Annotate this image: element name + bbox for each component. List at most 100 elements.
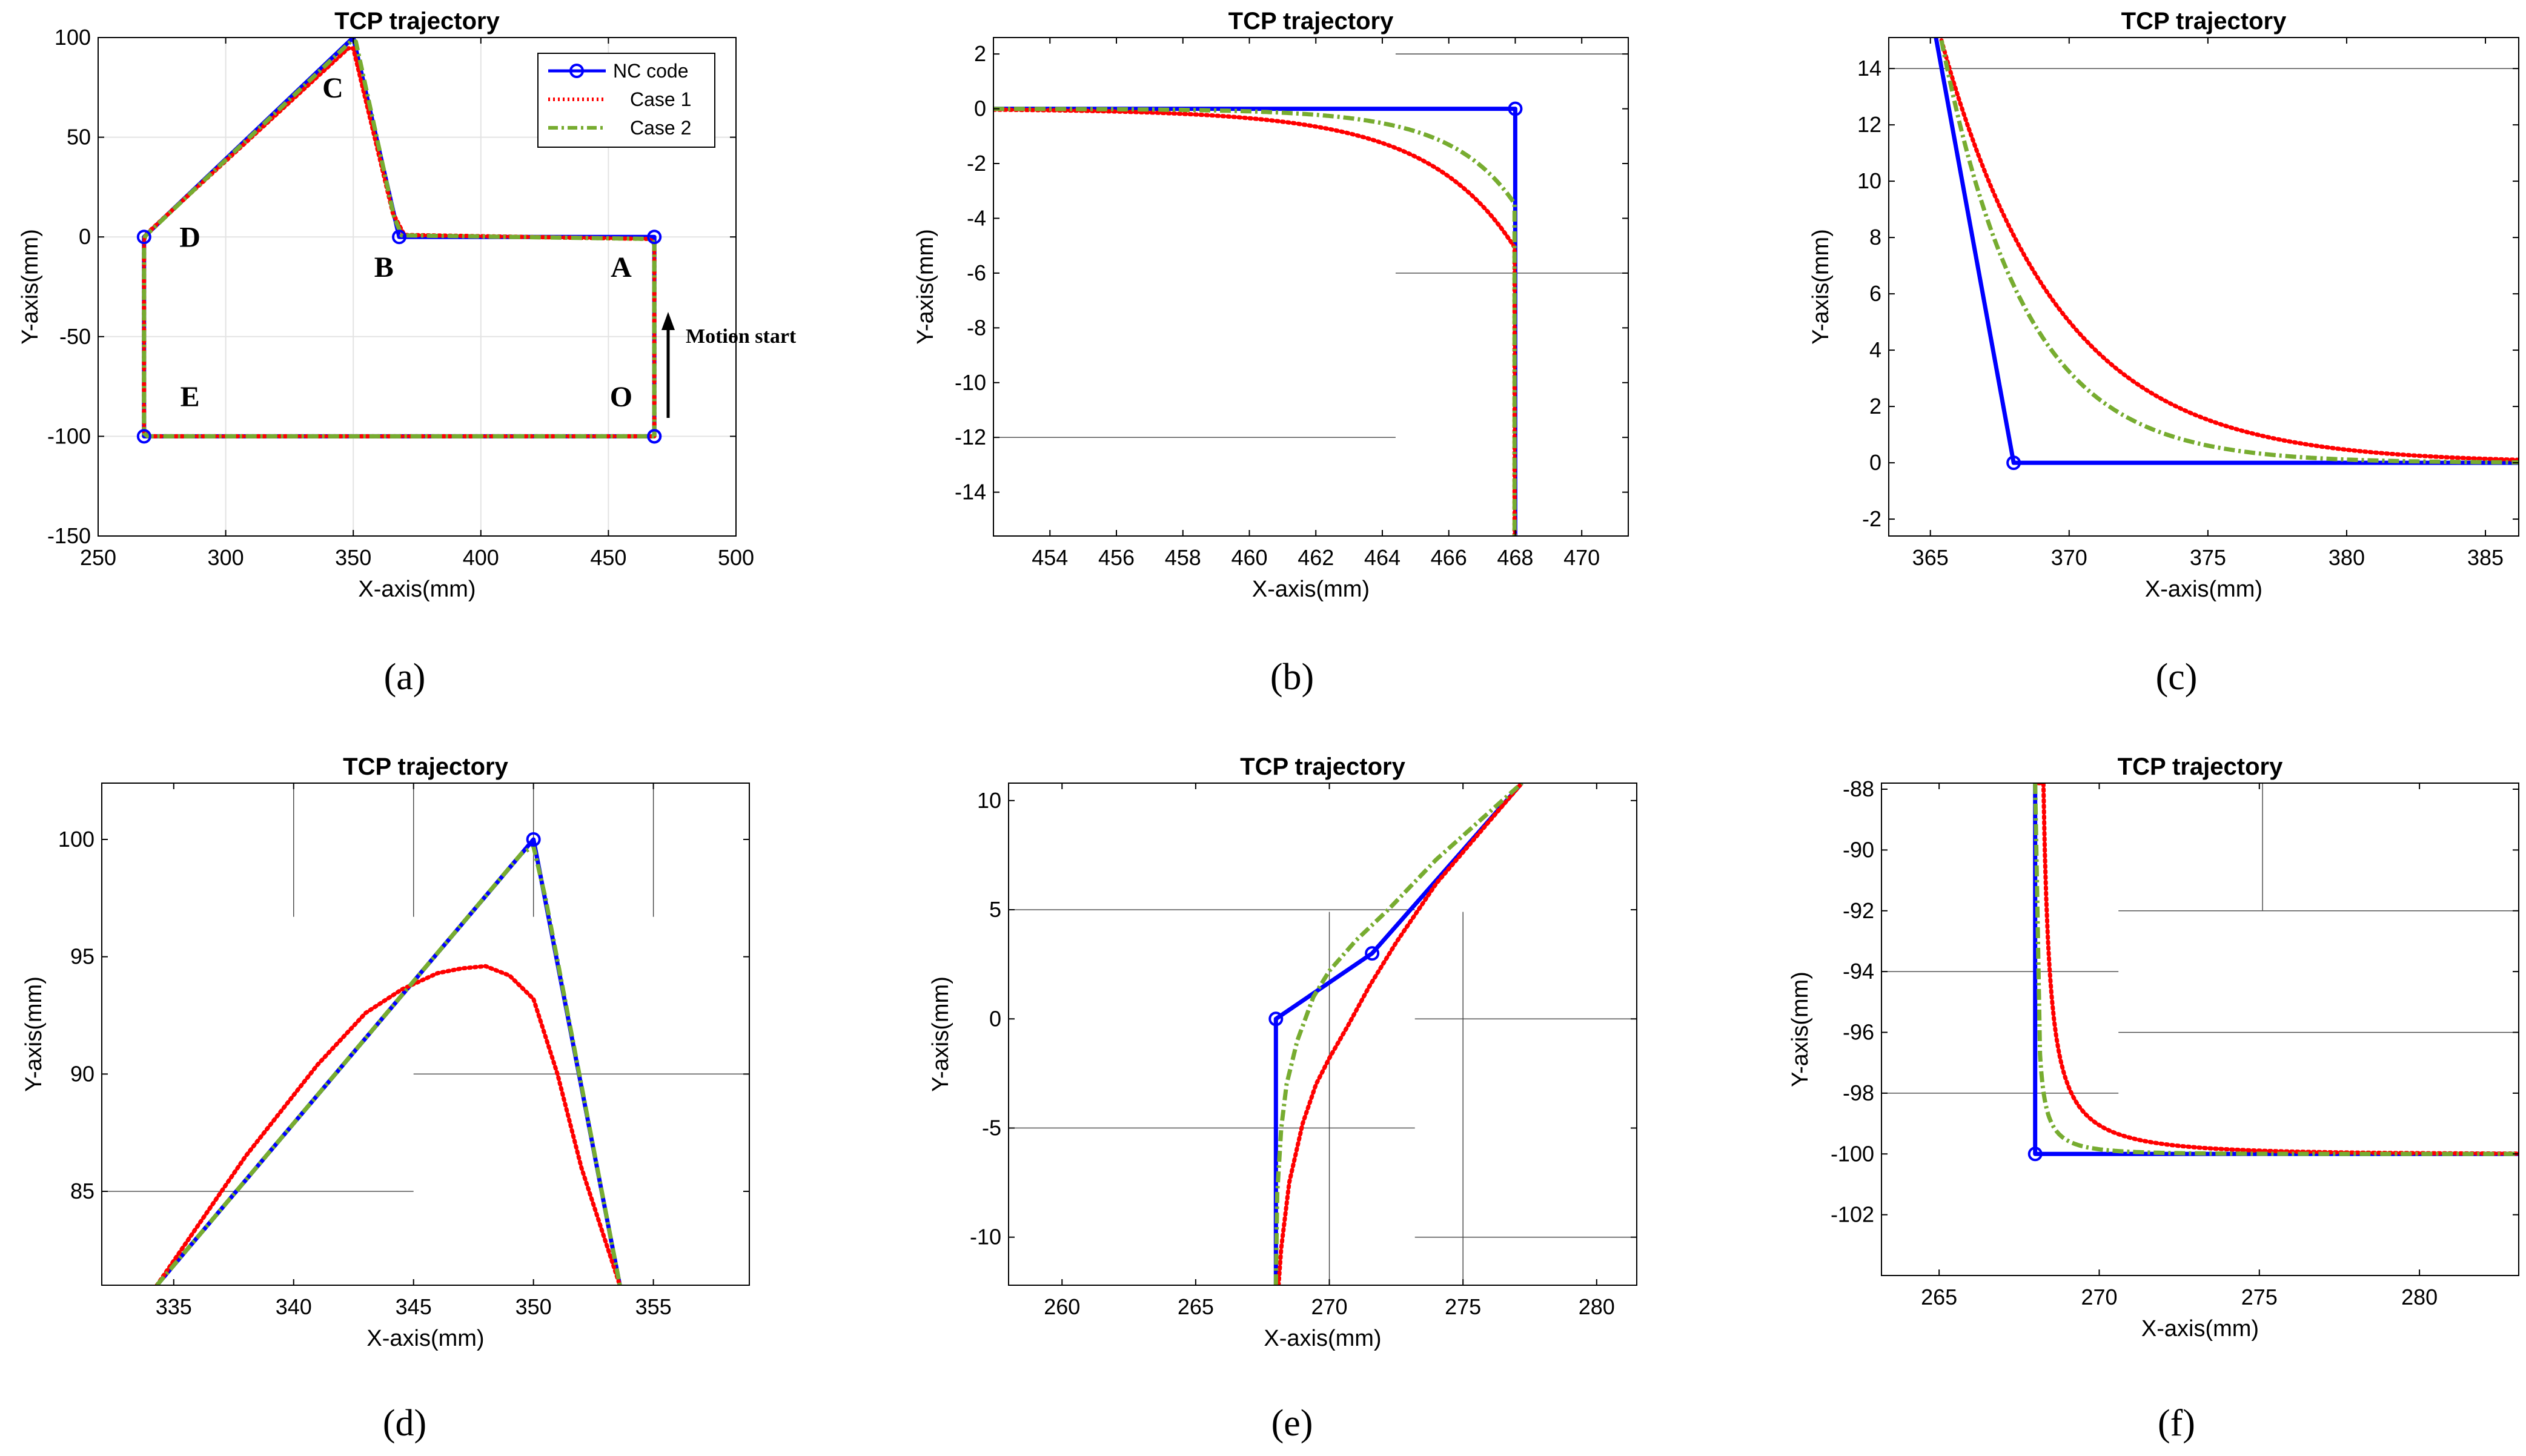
series-line-case-1 — [1276, 783, 1524, 1285]
motion-start-annotation: Motion start — [661, 312, 797, 418]
series-line-case-2 — [2033, 783, 2519, 1156]
y-tick-label: 0 — [974, 96, 986, 121]
nc-code-marker — [2027, 1147, 2043, 1162]
nc-code-marker — [136, 429, 151, 444]
y-tick-label: 10 — [1857, 168, 1881, 193]
axes-frame — [101, 783, 750, 1286]
nc-code-marker — [1365, 946, 1380, 961]
x-tick-label: 380 — [2329, 545, 2365, 570]
y-axis-label: Y-axis(mm) — [1788, 971, 1813, 1087]
series-line-case-2 — [142, 39, 657, 438]
chart-title: TCP trajectory — [1240, 753, 1405, 780]
x-tick-label: 275 — [2241, 1285, 2278, 1309]
nc-code-marker — [136, 230, 151, 245]
y-tick-label: 6 — [1869, 281, 1881, 306]
x-tick-label: 280 — [1579, 1294, 1615, 1319]
y-tick-label: 12 — [1857, 112, 1881, 137]
x-tick-label: 466 — [1431, 545, 1467, 570]
chart-panel-c: 365 370 375 380 385 -2 0 2 4 6 8 10 12 14 TCP trajecto… — [1808, 8, 2519, 602]
nc-code-marker — [647, 429, 662, 444]
y-tick-label: -14 — [955, 480, 986, 505]
plot-area — [1009, 783, 1637, 1285]
panel-label-b: (b) — [1270, 657, 1314, 698]
nc-code-marker — [647, 230, 662, 245]
x-tick-label: 275 — [1445, 1294, 1481, 1319]
chart-title: TCP trajectory — [334, 8, 500, 35]
x-tick-label: 365 — [1912, 545, 1949, 570]
axes-frame — [1888, 37, 2519, 537]
x-tick-label: 400 — [463, 545, 499, 570]
plot-area — [993, 38, 1628, 536]
y-tick-label: -90 — [1843, 837, 1874, 862]
x-axis-label: X-axis(mm) — [366, 1326, 484, 1351]
axes-frame — [98, 37, 737, 537]
y-tick-label: 5 — [989, 897, 1001, 922]
y-tick-label: 4 — [1869, 337, 1881, 362]
y-tick-label: -88 — [1843, 776, 1874, 801]
series-line-case-1 — [154, 964, 622, 1285]
y-tick-label: 14 — [1857, 56, 1881, 81]
series-line-case-1 — [993, 107, 1517, 536]
point-label-b: B — [374, 251, 394, 283]
x-tick-label: 270 — [2081, 1285, 2117, 1309]
x-tick-label: 468 — [1497, 545, 1533, 570]
point-label-d: D — [179, 222, 201, 254]
chart-panel-b: 454 456 458 460 462 464 466 468 470 -14 -12 -10 -8 -6… — [913, 8, 1629, 602]
panel-label-c: (c) — [2156, 657, 2198, 698]
y-tick-label: -6 — [967, 260, 986, 285]
x-tick-label: 260 — [1044, 1294, 1080, 1319]
y-tick-label: 90 — [70, 1061, 94, 1086]
x-axis-label: X-axis(mm) — [2141, 1316, 2259, 1342]
panel-label-a: (a) — [384, 657, 426, 698]
panel-label-d: (d) — [383, 1403, 426, 1444]
x-tick-label: 265 — [1178, 1294, 1214, 1319]
x-axis-label: X-axis(mm) — [358, 577, 476, 602]
y-tick-label: 100 — [55, 25, 91, 50]
y-tick-label: 95 — [70, 944, 94, 969]
y-tick-label: -102 — [1831, 1202, 1874, 1227]
plot-area — [102, 783, 749, 1285]
y-tick-label: -92 — [1843, 898, 1874, 923]
x-tick-label: 458 — [1165, 545, 1201, 570]
series-line-case-2 — [993, 107, 1517, 536]
x-axis-label: X-axis(mm) — [2145, 577, 2262, 602]
y-tick-label: -10 — [970, 1225, 1001, 1249]
x-axis-label: X-axis(mm) — [1252, 577, 1370, 602]
y-tick-label: 0 — [1869, 450, 1881, 475]
y-tick-label: -10 — [955, 370, 986, 395]
x-tick-label: 450 — [590, 545, 626, 570]
nc-code-marker — [392, 230, 407, 245]
x-tick-label: 335 — [156, 1294, 192, 1319]
x-tick-label: 280 — [2401, 1285, 2438, 1309]
x-tick-label: 462 — [1298, 545, 1334, 570]
x-tick-label: 470 — [1563, 545, 1600, 570]
y-tick-label: -4 — [967, 205, 986, 230]
motion-start-label: Motion start — [686, 325, 797, 348]
y-tick-label: -150 — [47, 523, 91, 548]
plot-area — [1889, 38, 2519, 536]
legend-case-1: Case 1 — [630, 88, 691, 110]
y-tick-label: 2 — [974, 41, 986, 66]
y-axis-label: Y-axis(mm) — [913, 229, 938, 345]
x-tick-label: 370 — [2051, 545, 2087, 570]
y-tick-label: -96 — [1843, 1020, 1874, 1045]
y-tick-label: 2 — [1869, 394, 1881, 419]
chart-panel-d: 335 340 345 350 355 85 90 95 100 TCP trajectory X-… — [21, 753, 750, 1351]
y-axis-label: Y-axis(mm) — [18, 229, 43, 345]
x-tick-label: 270 — [1311, 1294, 1347, 1319]
point-label-a: A — [611, 251, 632, 283]
panel-label-e: (e) — [1271, 1403, 1313, 1444]
y-tick-label: 8 — [1869, 225, 1881, 250]
nc-code-marker — [1268, 1011, 1284, 1027]
chart-title: TCP trajectory — [343, 753, 508, 780]
y-tick-label: -100 — [1831, 1141, 1874, 1166]
x-tick-label: 265 — [1921, 1285, 1957, 1309]
y-tick-label: 0 — [989, 1006, 1001, 1031]
y-tick-label: 0 — [79, 224, 91, 249]
panel-label-f: (f) — [2158, 1403, 2195, 1444]
legend-case-2: Case 2 — [630, 117, 691, 139]
y-tick-label: -2 — [967, 151, 986, 176]
x-tick-label: 460 — [1231, 545, 1267, 570]
nc-code-marker — [1508, 101, 1523, 116]
